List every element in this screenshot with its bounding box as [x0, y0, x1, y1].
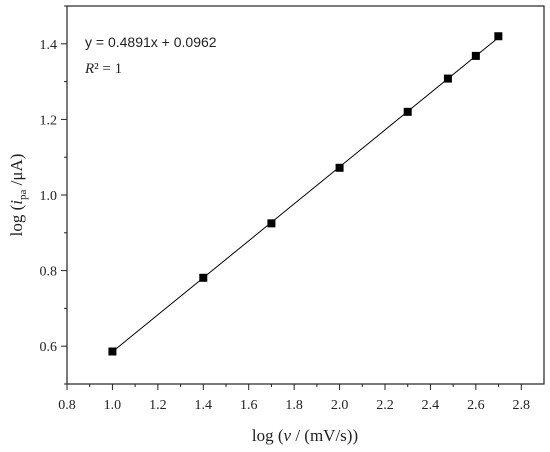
y-tick-label: 0.6: [40, 340, 58, 355]
data-point: [199, 273, 208, 282]
fit-line: [112, 37, 499, 353]
data-point: [335, 163, 344, 172]
x-tick-label: 2.2: [376, 398, 394, 413]
x-tick-label: 1.2: [149, 398, 167, 413]
x-tick-label: 1.6: [240, 398, 258, 413]
x-tick-label: 0.8: [58, 398, 76, 413]
y-tick-label: 1.2: [40, 113, 58, 128]
y-axis-ticks: 0.6 0.8 1.0 1.2 1.4: [40, 5, 67, 385]
x-tick-label: 2.4: [422, 398, 440, 413]
data-point: [403, 107, 412, 116]
x-tick-label: 2.8: [513, 398, 531, 413]
x-tick-label: 1.8: [285, 398, 303, 413]
x-tick-label: 2.6: [467, 398, 485, 413]
data-point: [494, 32, 503, 41]
r-squared: R² = 1: [84, 61, 122, 77]
x-tick-label: 1.0: [104, 398, 122, 413]
x-tick-label: 2.0: [331, 398, 349, 413]
y-tick-label: 1.0: [40, 189, 58, 204]
data-point: [267, 219, 276, 228]
data-point: [443, 74, 452, 83]
x-tick-label: 1.4: [195, 398, 213, 413]
data-point: [108, 347, 117, 356]
data-points: [108, 32, 503, 356]
x-axis-title: log (ν / (mV/s)): [252, 426, 358, 445]
data-point: [471, 51, 480, 60]
fit-equation: y = 0.4891x + 0.0962: [85, 34, 217, 50]
y-tick-label: 0.8: [40, 265, 58, 280]
y-axis-title: log (ipa /μA): [7, 154, 29, 237]
y-tick-label: 1.4: [40, 38, 58, 53]
x-axis-ticks: 0.8 1.0 1.2 1.4 1.6 1.8 2.0 2.2 2.4 2.6 2.8: [58, 384, 530, 413]
